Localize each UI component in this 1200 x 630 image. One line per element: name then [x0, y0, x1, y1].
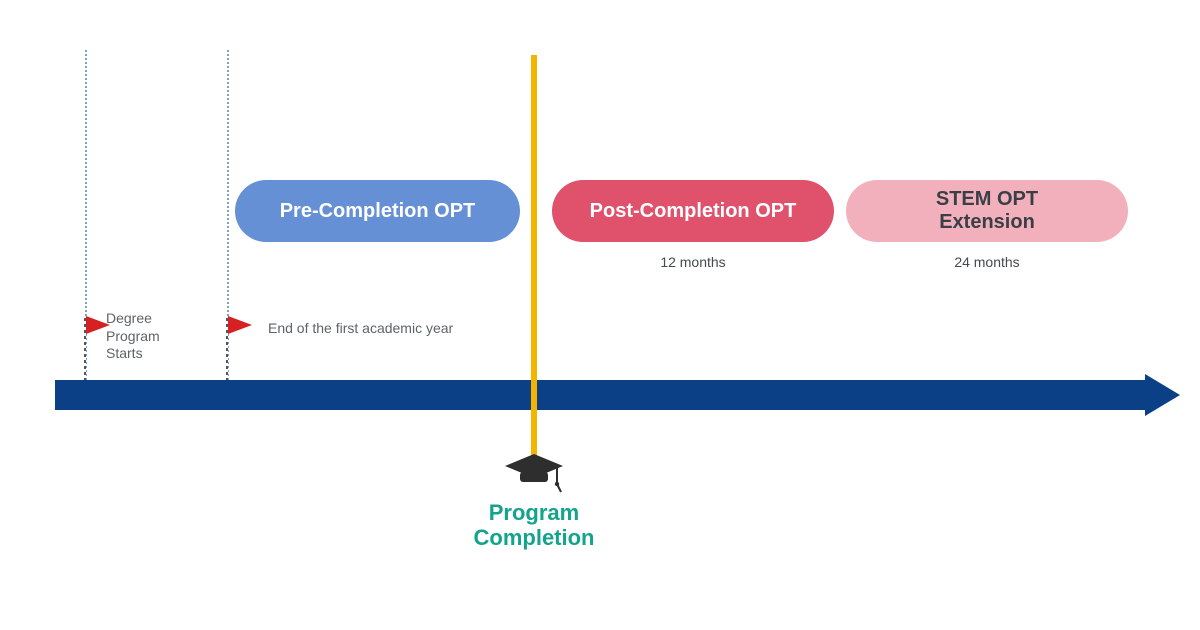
pill-label: Post-Completion OPT	[590, 200, 797, 223]
pill-stem-extension: STEM OPT Extension	[846, 180, 1128, 242]
pill-subtext-post: 12 months	[552, 254, 834, 270]
timeline-diagram: Degree Program Starts End of the first a…	[0, 0, 1200, 630]
pill-label: Pre-Completion OPT	[280, 200, 476, 223]
timeline-arrow	[0, 380, 1200, 410]
graduation-cap-icon	[503, 450, 565, 501]
pill-label: STEM OPT Extension	[936, 188, 1038, 234]
program-completion-label: Program Completion	[444, 500, 624, 551]
flag-label-year1: End of the first academic year	[268, 320, 453, 338]
flag-label-start: Degree Program Starts	[106, 310, 160, 363]
pill-post-completion: Post-Completion OPT	[552, 180, 834, 242]
pill-pre-completion: Pre-Completion OPT	[235, 180, 520, 242]
completion-marker-line	[531, 55, 537, 466]
pill-subtext-stem: 24 months	[846, 254, 1128, 270]
flag-icon	[228, 316, 252, 334]
